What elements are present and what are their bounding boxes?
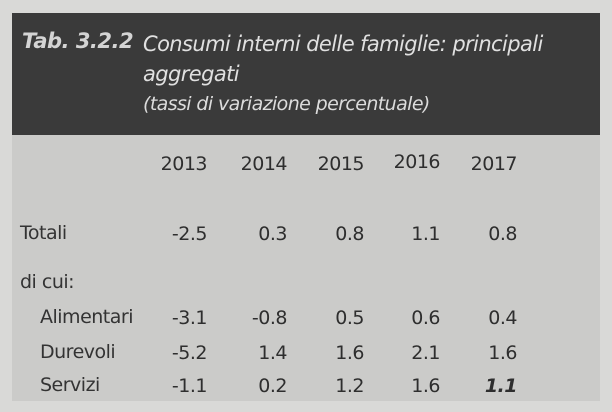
table-cell: 0.8 bbox=[488, 223, 517, 245]
table-cell: 1.2 bbox=[335, 375, 364, 397]
table-cell: -0.8 bbox=[251, 307, 288, 329]
table-cell: -3.1 bbox=[171, 307, 208, 329]
table-number: Tab. 3.2.2 bbox=[22, 29, 134, 53]
table-cell: 0.3 bbox=[258, 223, 287, 245]
table-cell: 1.6 bbox=[488, 342, 517, 364]
row-label-di-cui: di cui: bbox=[20, 271, 75, 293]
row-label-servizi: Servizi bbox=[40, 374, 100, 396]
table-cell: -1.1 bbox=[171, 375, 208, 397]
table-cell-highlighted: 1.1 bbox=[484, 375, 518, 397]
column-header: 2014 bbox=[240, 153, 288, 175]
table-cell: 0.6 bbox=[411, 307, 440, 329]
table-title: Consumi interni delle famiglie: principa… bbox=[143, 32, 543, 86]
table-cell: 1.6 bbox=[411, 375, 440, 397]
table-cell: 0.8 bbox=[335, 223, 364, 245]
column-header: 2017 bbox=[470, 153, 518, 175]
column-header: 2013 bbox=[160, 153, 208, 175]
table-cell: -5.2 bbox=[171, 342, 208, 364]
row-label-totali: Totali bbox=[20, 222, 67, 244]
table-cell: 1.6 bbox=[335, 342, 364, 364]
table-subtitle: (tassi di variazione percentuale) bbox=[143, 93, 430, 115]
table-cell: 0.4 bbox=[488, 307, 517, 329]
table-cell: 1.1 bbox=[411, 223, 440, 245]
table-cell: 2.1 bbox=[411, 342, 440, 364]
table-cell: 0.2 bbox=[258, 375, 287, 397]
column-header: 2015 bbox=[317, 153, 365, 175]
table-cell: 0.5 bbox=[335, 307, 364, 329]
table-header: Tab. 3.2.2 Consumi interni delle famigli… bbox=[12, 13, 600, 135]
column-header: 2016 bbox=[393, 151, 441, 173]
row-label-alimentari: Alimentari bbox=[40, 306, 133, 328]
row-label-durevoli: Durevoli bbox=[40, 341, 116, 363]
data-table: 2013 2014 2015 2016 2017 Totali -2.5 0.3… bbox=[12, 135, 600, 401]
table-cell: -2.5 bbox=[171, 223, 208, 245]
table-cell: 1.4 bbox=[258, 342, 287, 364]
